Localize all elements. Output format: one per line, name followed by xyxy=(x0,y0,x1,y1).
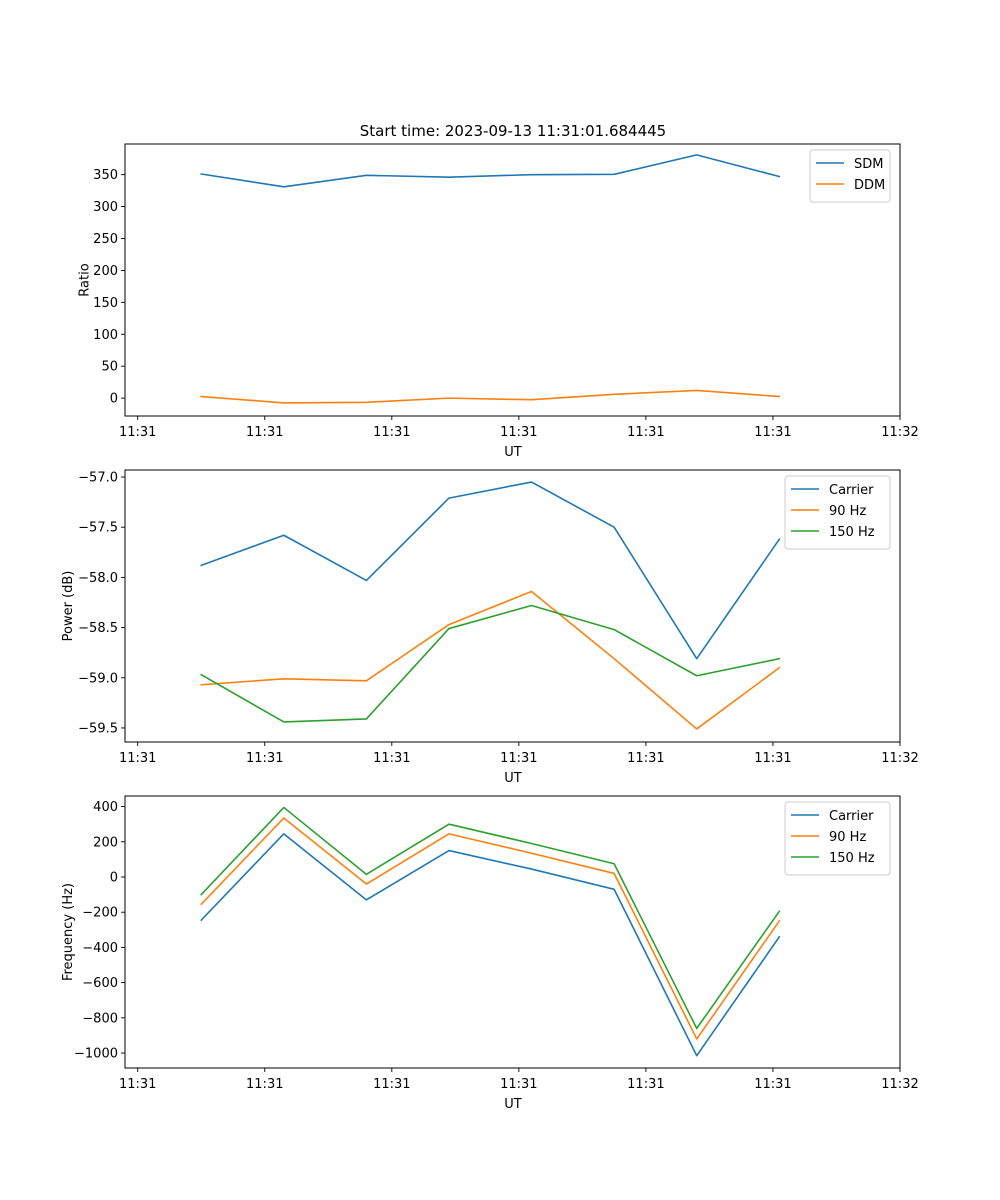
legend-label: DDM xyxy=(854,178,885,193)
y-tick-label: 0 xyxy=(110,870,118,885)
legend-label: 150 Hz xyxy=(829,525,875,540)
series-line-ddm xyxy=(200,389,781,404)
x-tick-label: 11:31 xyxy=(500,1077,537,1092)
series-line-150-hz xyxy=(200,604,781,723)
legend-label: Carrier xyxy=(829,809,874,824)
series-line-90-hz xyxy=(200,817,781,1040)
x-tick-label: 11:32 xyxy=(881,425,918,440)
y-tick-label: 0 xyxy=(110,392,118,407)
x-tick-label: 11:31 xyxy=(754,1077,791,1092)
chart-panel-2: 11:31 11:31 11:31 11:31 11:31 11:31 11:32 −57.0… xyxy=(61,469,919,786)
y-axis-label: Power (dB) xyxy=(61,571,76,642)
axes-frame xyxy=(124,469,901,743)
x-tick-label: 11:31 xyxy=(119,1077,156,1092)
y-tick-label: −1000 xyxy=(74,1047,118,1062)
y-tick-label: −57.5 xyxy=(78,521,118,536)
legend-label: 90 Hz xyxy=(829,830,866,845)
legend: Carrier 90 Hz 150 Hz xyxy=(784,801,891,876)
x-tick-label: 11:31 xyxy=(754,425,791,440)
y-tick-label: 100 xyxy=(93,328,118,343)
y-tick-label: −400 xyxy=(82,941,118,956)
y-tick-label: 300 xyxy=(93,200,118,215)
x-tick-label: 11:31 xyxy=(246,425,283,440)
y-tick-label: 150 xyxy=(93,296,118,311)
y-tick-label: −58.5 xyxy=(78,621,118,636)
axes-frame xyxy=(124,143,901,417)
x-tick-label: 11:31 xyxy=(246,751,283,766)
legend: Carrier 90 Hz 150 Hz xyxy=(784,475,891,550)
y-tick-label: 350 xyxy=(93,168,118,183)
y-tick-label: 250 xyxy=(93,232,118,247)
series-line-carrier xyxy=(200,833,781,1057)
chart-panel-3: 11:31 11:31 11:31 11:31 11:31 11:31 11:32 400 20… xyxy=(61,795,919,1112)
x-tick-label: 11:31 xyxy=(500,425,537,440)
x-tick-label: 11:31 xyxy=(627,425,664,440)
axes-frame xyxy=(124,795,901,1069)
y-tick-label: −58.0 xyxy=(78,571,118,586)
y-tick-label: 50 xyxy=(101,360,118,375)
y-tick-label: −59.0 xyxy=(78,671,118,686)
charts-container: 11:31 11:31 11:31 11:31 11:31 11:31 11:32 0 50 10… xyxy=(61,143,919,1112)
x-tick-label: 11:31 xyxy=(373,751,410,766)
x-tick-label: 11:31 xyxy=(246,1077,283,1092)
y-tick-label: −800 xyxy=(82,1011,118,1026)
x-tick-label: 11:32 xyxy=(881,1077,918,1092)
x-tick-label: 11:32 xyxy=(881,751,918,766)
y-tick-label: −600 xyxy=(82,976,118,991)
series-line-carrier xyxy=(200,481,781,660)
legend-label: SDM xyxy=(854,157,883,172)
legend-label: 150 Hz xyxy=(829,851,875,866)
y-tick-label: 200 xyxy=(93,264,118,279)
y-axis-label: Ratio xyxy=(77,263,92,296)
x-tick-label: 11:31 xyxy=(119,425,156,440)
y-tick-label: 200 xyxy=(93,835,118,850)
series-line-90-hz xyxy=(200,590,781,730)
x-axis-label: UT xyxy=(504,445,522,460)
y-tick-label: −200 xyxy=(82,906,118,921)
y-tick-label: 400 xyxy=(93,800,118,815)
x-axis-label: UT xyxy=(504,771,522,786)
y-tick-label: −57.0 xyxy=(78,471,118,486)
x-tick-label: 11:31 xyxy=(373,425,410,440)
figure-title: Start time: 2023-09-13 11:31:01.684445 xyxy=(360,122,666,140)
legend: SDM DDM xyxy=(809,149,891,203)
y-axis-label: Frequency (Hz) xyxy=(61,883,76,981)
x-axis-label: UT xyxy=(504,1097,522,1112)
x-tick-label: 11:31 xyxy=(500,751,537,766)
legend-label: Carrier xyxy=(829,483,874,498)
x-tick-label: 11:31 xyxy=(627,1077,664,1092)
y-tick-label: −59.5 xyxy=(78,721,118,736)
series-line-150-hz xyxy=(200,806,781,1030)
x-tick-label: 11:31 xyxy=(627,751,664,766)
series-line-sdm xyxy=(200,154,781,188)
x-tick-label: 11:31 xyxy=(754,751,791,766)
chart-panel-1: 11:31 11:31 11:31 11:31 11:31 11:31 11:32 0 50 10… xyxy=(77,143,919,460)
x-tick-label: 11:31 xyxy=(373,1077,410,1092)
legend-label: 90 Hz xyxy=(829,504,866,519)
x-tick-label: 11:31 xyxy=(119,751,156,766)
